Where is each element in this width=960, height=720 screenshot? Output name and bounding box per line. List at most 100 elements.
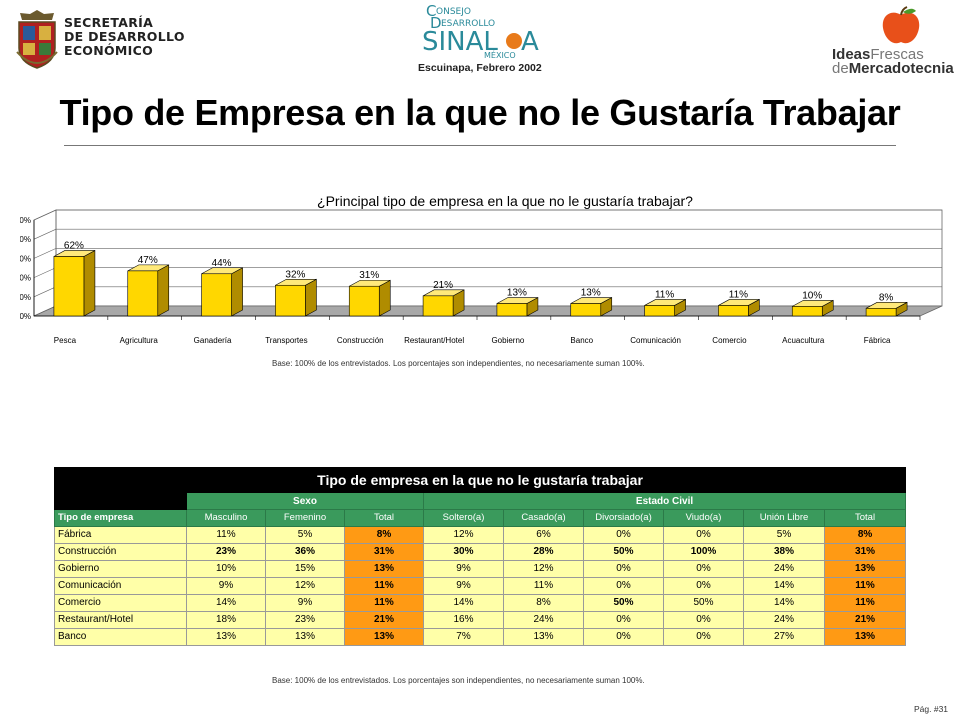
table-row: Fábrica 11% 5% 8% 12% 6% 0% 0% 5% 8% [54, 526, 907, 544]
y-tick-label: 20% [20, 293, 31, 302]
table-row: Restaurant/Hotel 18% 23% 21% 16% 24% 0% 0% 24% 21… [54, 611, 907, 629]
bar-side [83, 249, 96, 317]
svg-text:SINAL: SINAL [422, 27, 498, 57]
table-cell: 24% [503, 611, 584, 629]
y-tick-label: 0% [20, 312, 31, 321]
table-cell: 24% [743, 611, 825, 629]
table-cell: 5% [265, 526, 345, 544]
table-row: Comunicación 9% 12% 11% 9% 11% 0% 0% 14% 11% [54, 577, 907, 595]
gridline-side [33, 248, 57, 259]
consejo-sinaloa-logo: C ONSEJO D ESARROLLO SINAL A MÉXICO [422, 2, 539, 60]
data-label: 47% [138, 255, 158, 266]
total-cell: 13% [344, 560, 424, 578]
x-tick-label: Comercio [712, 336, 747, 345]
row-label: Restaurant/Hotel [54, 611, 187, 629]
bar [275, 284, 306, 317]
data-label: 31% [359, 270, 379, 281]
table-cell: 18% [186, 611, 266, 629]
column-header: Divorsiado(a) [583, 509, 664, 527]
column-header: Total [823, 509, 907, 527]
x-tick-label: Construcción [337, 336, 384, 345]
table-cell: 0% [663, 560, 744, 578]
gridline-side [33, 228, 57, 240]
x-tick-label: Restaurant/Hotel [404, 336, 464, 345]
data-label: 21% [433, 280, 453, 291]
brand-de: de [832, 60, 849, 77]
table-cell: 13% [265, 628, 345, 646]
table-cell: 13% [186, 628, 266, 646]
secretaria-logo-text: SECRETARÍA DE DESARROLLO ECONÓMICO [64, 16, 185, 58]
table-cell: 0% [663, 611, 744, 629]
column-header: Casado(a) [503, 509, 584, 527]
data-label: 62% [64, 240, 84, 251]
bar [791, 306, 823, 317]
table-cell: 14% [743, 594, 825, 612]
bar [53, 256, 85, 317]
x-tick-label: Fábrica [864, 336, 891, 345]
table-cell: 50% [663, 594, 744, 612]
header-subtitle: Escuinapa, Febrero 2002 [418, 62, 542, 74]
table-cell: 0% [583, 577, 664, 595]
chart-title: ¿Principal tipo de empresa en la que no … [317, 193, 693, 209]
state-seal-logo [16, 10, 58, 69]
table-cell: 14% [186, 594, 266, 612]
data-label: 13% [507, 288, 527, 299]
table-cell: 9% [423, 560, 504, 578]
table-cell: 16% [423, 611, 504, 629]
table-row: Gobierno 10% 15% 13% 9% 12% 0% 0% 24% 13% [54, 560, 907, 578]
title-divider [64, 145, 896, 146]
data-label: 13% [581, 288, 601, 299]
x-tick-label: Pesca [54, 336, 77, 345]
table-row: Construcción 23% 36% 31% 30% 28% 50% 100% 38% 31% [54, 543, 907, 561]
data-label: 11% [655, 289, 674, 300]
table-cell: 23% [186, 543, 266, 561]
bar-chart: ¿Principal tipo de empresa en la que no … [20, 193, 943, 345]
table-cell: 5% [743, 526, 825, 544]
y-tick-label: 80% [20, 235, 31, 244]
ideas-frescas-logo: IdeasFrescas deMercadotecnia [832, 46, 954, 77]
total-cell: 8% [823, 526, 907, 544]
bar [718, 305, 749, 317]
table-cell: 100% [663, 543, 744, 561]
table-cell: 12% [265, 577, 345, 595]
table-cell: 38% [743, 543, 825, 561]
page-number: Pág. #31 [914, 704, 949, 714]
table-cell: 0% [583, 611, 664, 629]
table-cell: 50% [583, 594, 664, 612]
table-row: Banco 13% 13% 13% 7% 13% 0% 0% 27% 13% [54, 628, 907, 646]
group-sexo: Sexo [186, 492, 424, 510]
gridline-side [33, 267, 57, 278]
column-header: Unión Libre [743, 509, 825, 527]
table-cell: 12% [503, 560, 584, 578]
row-header-tipo-empresa: Tipo de empresa [54, 509, 187, 527]
svg-text:MÉXICO: MÉXICO [484, 49, 516, 60]
table-corner [54, 492, 187, 510]
table-cell: 23% [265, 611, 345, 629]
column-header: Femenino [265, 509, 345, 527]
total-cell: 31% [344, 543, 424, 561]
bar-side [231, 267, 243, 317]
total-cell: 31% [823, 543, 907, 561]
table-row: Comercio 14% 9% 11% 14% 8% 50% 50% 14% 11% [54, 594, 907, 612]
total-cell: 11% [344, 594, 424, 612]
column-header: Masculino [186, 509, 266, 527]
bar [201, 273, 232, 317]
bar-side [157, 264, 170, 317]
bar [422, 295, 454, 317]
bar [644, 305, 675, 317]
brand-frescas: Frescas [870, 46, 924, 63]
bar [127, 270, 159, 317]
table-cell: 7% [423, 628, 504, 646]
svg-text:ONSEJO: ONSEJO [436, 7, 471, 17]
svg-text:D: D [430, 14, 442, 32]
gridline-side [33, 286, 57, 298]
total-cell: 11% [344, 577, 424, 595]
table-cell: 14% [423, 594, 504, 612]
x-tick-label: Banco [570, 336, 593, 345]
table-cell: 10% [186, 560, 266, 578]
chart-base-note: Base: 100% de los entrevistados. Los por… [272, 359, 645, 368]
table-cell: 9% [186, 577, 266, 595]
x-tick-label: Ganadería [194, 336, 232, 345]
data-label: 8% [879, 292, 894, 303]
total-cell: 21% [344, 611, 424, 629]
